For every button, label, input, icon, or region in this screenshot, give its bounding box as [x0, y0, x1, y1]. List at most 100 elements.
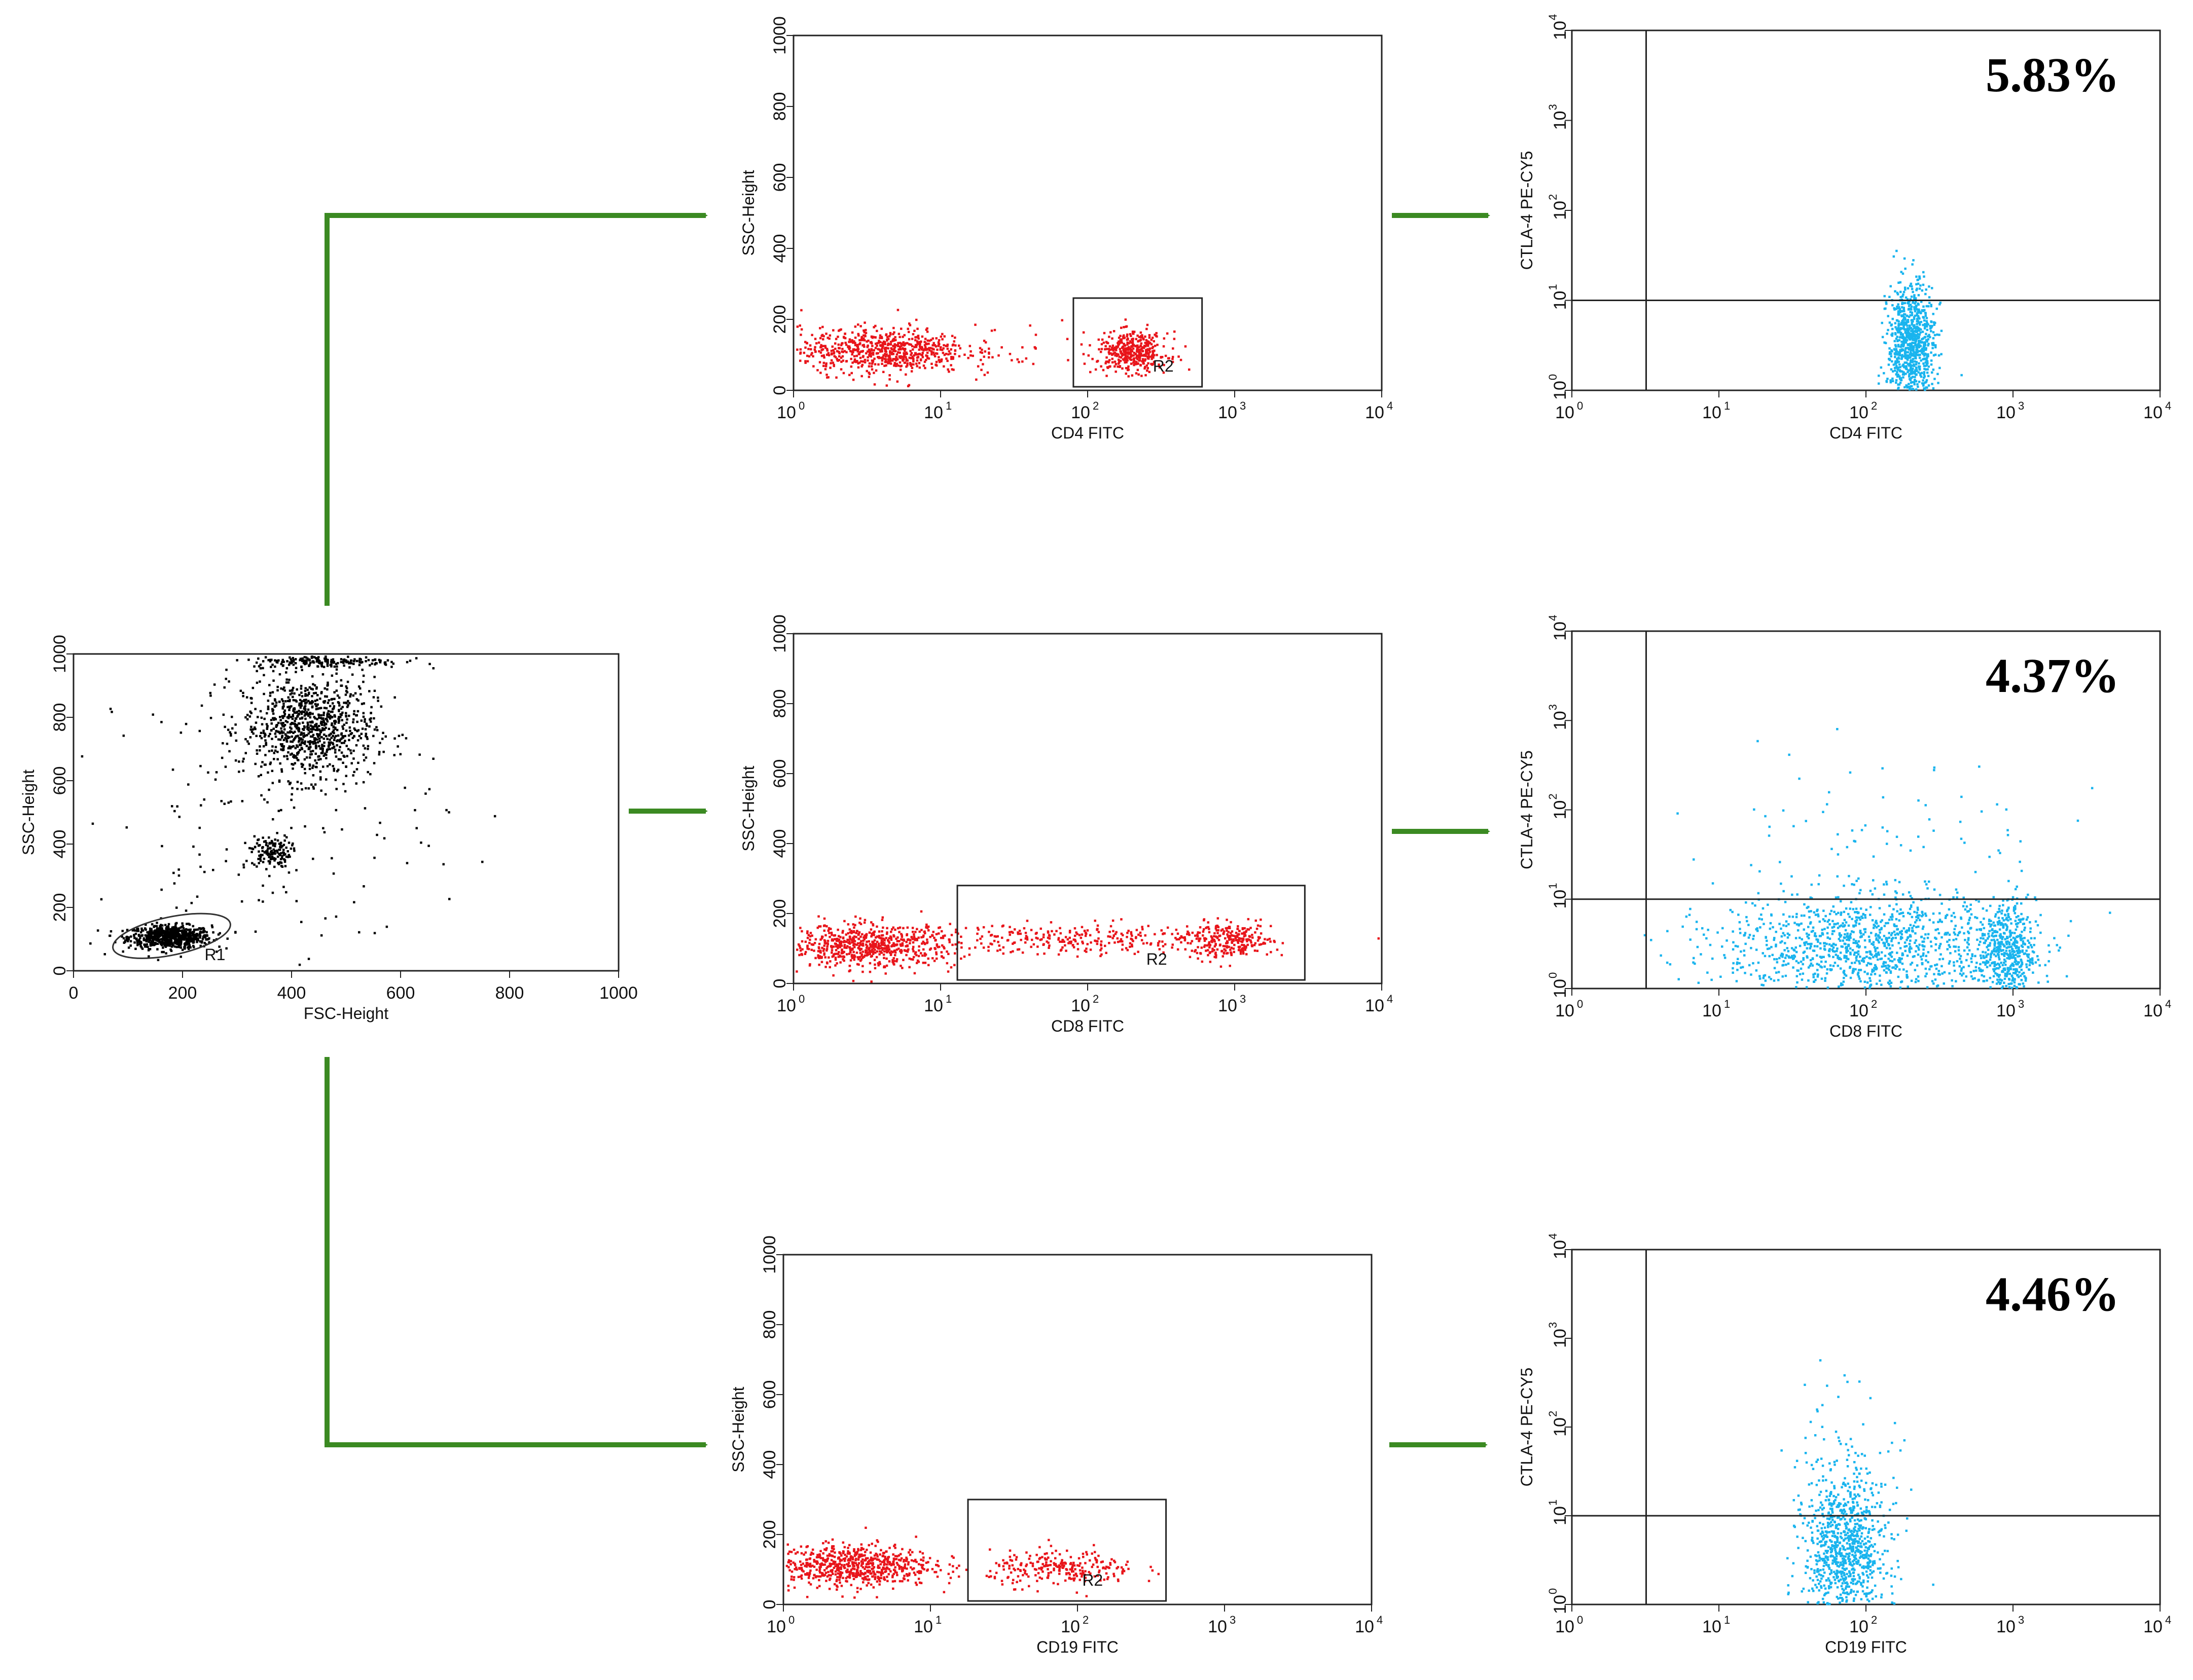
data-point — [281, 732, 284, 734]
data-point — [1117, 353, 1120, 356]
data-point — [1143, 367, 1146, 370]
data-point — [858, 351, 861, 354]
data-point — [189, 931, 191, 933]
data-point — [230, 733, 232, 736]
data-point — [936, 364, 938, 367]
data-point — [889, 333, 892, 336]
data-point — [1907, 287, 1910, 289]
data-point — [362, 680, 365, 683]
data-point — [856, 930, 858, 932]
data-point — [322, 827, 325, 829]
data-point — [911, 367, 914, 369]
data-point — [281, 724, 284, 727]
data-point — [868, 948, 870, 951]
data-point — [869, 350, 872, 352]
data-point — [260, 737, 263, 740]
data-point — [190, 931, 193, 934]
data-point — [842, 930, 844, 932]
data-point — [917, 955, 920, 958]
data-point — [845, 940, 848, 943]
data-point — [272, 670, 275, 673]
data-point — [1118, 342, 1121, 345]
data-point — [160, 721, 163, 723]
data-point — [205, 938, 207, 941]
data-point — [1157, 944, 1160, 947]
data-point — [996, 935, 999, 938]
data-point — [287, 780, 290, 783]
x-axis-label: CD4 FITC — [1051, 424, 1124, 442]
data-point — [1924, 361, 1927, 364]
data-point — [175, 929, 178, 932]
data-point — [878, 348, 881, 351]
data-point — [868, 350, 870, 353]
data-point — [312, 742, 315, 745]
data-point — [164, 941, 167, 943]
data-point — [851, 954, 853, 957]
data-point — [1878, 374, 1880, 377]
data-point — [1146, 355, 1149, 358]
data-point — [1109, 365, 1111, 368]
data-point — [185, 930, 188, 933]
data-point — [302, 721, 304, 724]
data-point — [316, 707, 319, 710]
data-point — [851, 331, 854, 334]
data-point — [253, 665, 256, 668]
data-point — [166, 933, 169, 935]
data-point — [903, 349, 906, 352]
data-point — [374, 663, 376, 666]
data-point — [259, 745, 261, 748]
data-point — [165, 935, 168, 938]
data-point — [796, 970, 798, 973]
data-point — [897, 345, 900, 347]
data-point — [1909, 311, 1912, 313]
data-point — [311, 720, 313, 723]
data-point — [946, 962, 949, 965]
data-point — [1132, 358, 1135, 361]
data-point — [830, 359, 833, 362]
data-point — [220, 800, 223, 802]
data-point — [271, 841, 273, 844]
data-point — [866, 940, 868, 943]
data-point — [292, 739, 295, 742]
data-point — [293, 847, 296, 850]
data-point — [952, 369, 955, 371]
data-point — [1132, 347, 1135, 350]
data-point — [294, 658, 297, 661]
data-point — [126, 935, 128, 938]
data-point — [799, 348, 802, 351]
data-point — [262, 900, 264, 903]
data-point — [141, 934, 143, 937]
data-point — [977, 928, 980, 931]
data-point — [1918, 287, 1921, 290]
data-point — [164, 937, 166, 940]
data-point — [857, 933, 860, 936]
data-point — [1154, 933, 1156, 936]
data-point — [1199, 937, 1202, 940]
data-point — [356, 739, 359, 742]
data-point — [874, 324, 877, 327]
data-point — [324, 695, 327, 698]
data-point — [843, 946, 846, 949]
data-point — [299, 659, 301, 662]
data-point — [1922, 358, 1924, 360]
data-point — [1929, 327, 1932, 330]
data-point — [811, 334, 813, 337]
data-point — [282, 731, 285, 734]
data-point — [1917, 316, 1920, 319]
data-point — [848, 953, 851, 955]
data-point — [823, 356, 825, 359]
data-point — [969, 354, 972, 357]
data-point — [1109, 331, 1112, 334]
data-point — [318, 733, 321, 736]
data-point — [848, 946, 851, 949]
data-point — [853, 355, 856, 357]
data-point — [307, 748, 310, 750]
data-point — [331, 724, 333, 726]
data-point — [871, 934, 874, 936]
data-point — [184, 947, 186, 950]
data-point — [379, 661, 381, 663]
data-point — [1897, 383, 1899, 386]
data-point — [853, 954, 856, 957]
data-point — [1118, 337, 1121, 339]
